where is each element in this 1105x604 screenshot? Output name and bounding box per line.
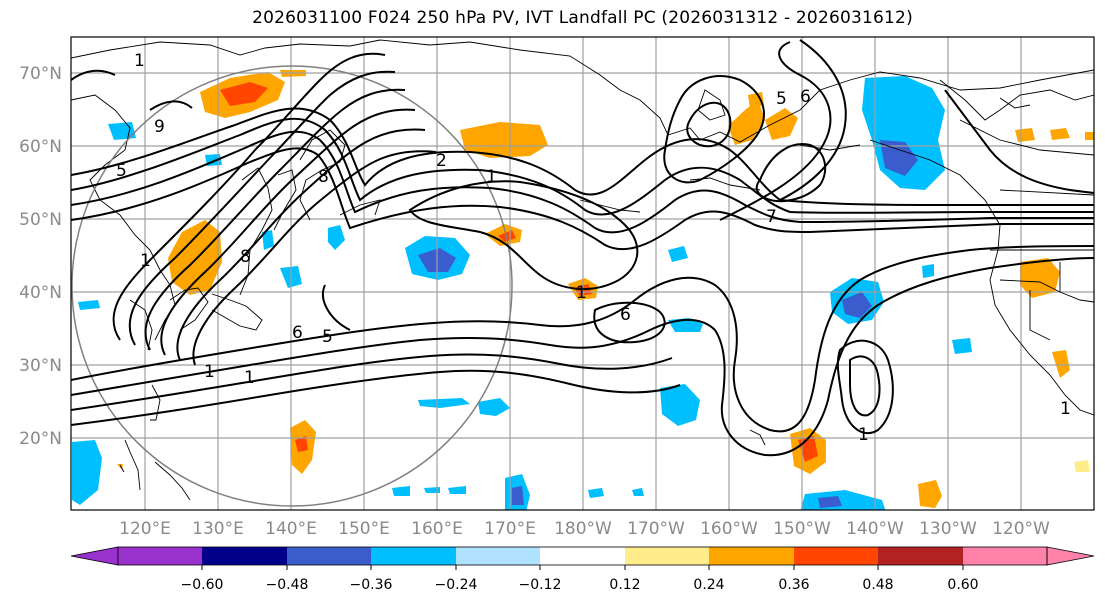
contour-label: 1 — [204, 362, 215, 382]
contour-label: 8 — [240, 247, 251, 267]
contour-label: 5 — [116, 161, 127, 181]
colorbar-tick-label: −0.60 — [181, 577, 224, 593]
contour-label: 1 — [244, 368, 255, 388]
colorbar-tick-label: 0.12 — [609, 577, 640, 593]
colorbar-tick-label: −0.24 — [435, 577, 478, 593]
colorbar-segment — [878, 547, 963, 565]
lon-label: 140°E — [265, 519, 317, 539]
coastlines — [71, 39, 1094, 501]
latitude-labels: 70°N 60°N 50°N 40°N 30°N 20°N — [19, 64, 62, 449]
colorbar-tick-label: 0.24 — [693, 577, 724, 593]
colorbar-extend-min — [70, 546, 119, 566]
colorbar-ticks — [201, 565, 964, 570]
lon-label: 170°E — [484, 519, 536, 539]
lon-label: 160°E — [411, 519, 463, 539]
contour-label: 1 — [486, 167, 497, 187]
lon-label: 130°E — [192, 519, 244, 539]
contour-label: 1 — [134, 51, 145, 71]
colorbar-tick-label: −0.48 — [266, 577, 309, 593]
lon-label: 150°E — [338, 519, 390, 539]
contour-label: 6 — [620, 305, 631, 325]
contour-label: 7 — [766, 207, 777, 227]
colorbar-segment — [456, 547, 540, 565]
colorbar-extend-max — [1046, 546, 1095, 566]
lon-label: 130°W — [919, 519, 977, 539]
contour-label: 9 — [154, 117, 165, 137]
lon-label: 180°W — [554, 519, 612, 539]
lat-label: 50°N — [19, 210, 62, 230]
colorbar-outline — [117, 546, 1048, 566]
contour-label: 1 — [576, 283, 587, 303]
lat-label: 60°N — [19, 137, 62, 157]
colorbar-tick-label: 0.48 — [862, 577, 893, 593]
contour-label: 1 — [140, 251, 151, 271]
map-frame — [70, 36, 1095, 511]
positive-anomaly-shading — [117, 70, 1094, 508]
graticule — [71, 37, 1094, 510]
contour-label: 1 — [1060, 399, 1071, 419]
colorbar-segment — [287, 547, 371, 565]
lon-label: 160°W — [700, 519, 758, 539]
negative-anomaly-shading — [72, 76, 972, 510]
lat-label: 30°N — [19, 356, 62, 376]
pv-contours — [71, 39, 1094, 457]
colorbar-segment — [118, 547, 202, 565]
colorbar-tick-label: −0.12 — [519, 577, 562, 593]
contour-label: 1 — [858, 425, 869, 445]
colorbar-segment — [371, 547, 456, 565]
colorbar-segment — [794, 547, 878, 565]
lat-label: 70°N — [19, 64, 62, 84]
longitude-labels: 120°E 130°E 140°E 150°E 160°E 170°E 180°… — [119, 519, 1050, 539]
colorbar-segment — [625, 547, 709, 565]
lat-label: 40°N — [19, 283, 62, 303]
lon-label: 170°W — [627, 519, 685, 539]
lon-label: 140°W — [846, 519, 904, 539]
contour-label: 5 — [776, 89, 787, 109]
lon-label: 150°W — [773, 519, 831, 539]
map-title: 2026031100 F024 250 hPa PV, IVT Landfall… — [252, 8, 913, 28]
colorbar-tick-label: −0.36 — [350, 577, 393, 593]
lat-label: 20°N — [19, 429, 62, 449]
contour-label: 6 — [292, 323, 303, 343]
colorbar-segment — [540, 547, 625, 565]
colorbar-tick-label: 0.60 — [947, 577, 978, 593]
colorbar: −0.60 −0.48 −0.36 −0.24 −0.12 0.12 0.24 … — [70, 546, 1095, 593]
colorbar-segment — [202, 547, 287, 565]
colorbar-segment — [709, 547, 794, 565]
reference-circle — [71, 65, 513, 507]
lon-label: 120°W — [992, 519, 1050, 539]
contour-label: 8 — [318, 167, 329, 187]
contour-label: 6 — [800, 87, 811, 107]
colorbar-segment — [963, 547, 1047, 565]
contour-label: 2 — [436, 151, 447, 171]
contour-labels: 1 1 1 1 1 1 2 5 6 6 8 8 9 5 5 6 7 1 1 — [116, 51, 1071, 445]
lon-label: 120°E — [119, 519, 171, 539]
colorbar-tick-label: 0.36 — [778, 577, 809, 593]
contour-label: 5 — [322, 327, 333, 347]
